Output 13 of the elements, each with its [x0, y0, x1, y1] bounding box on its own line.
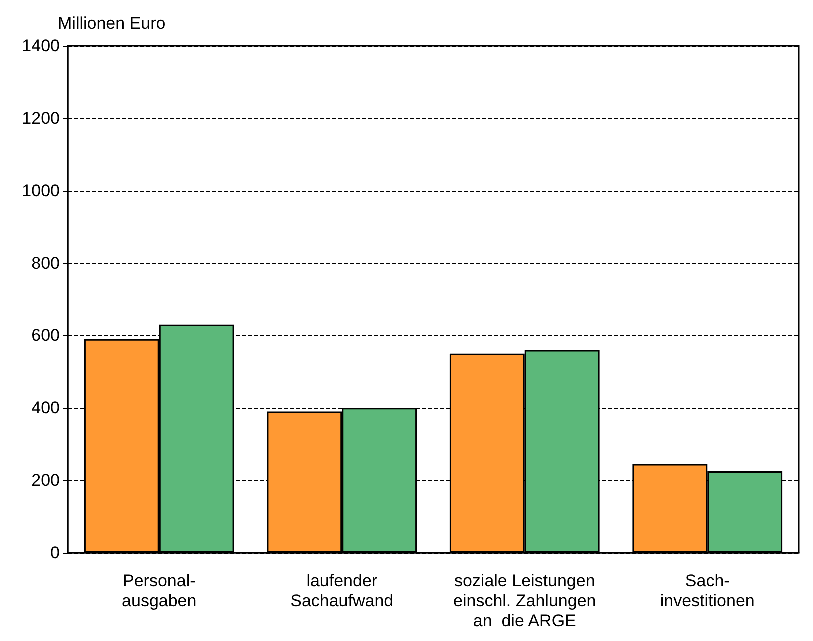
- y-tick-label: 0: [50, 544, 60, 562]
- y-tick-label: 1400: [22, 36, 60, 56]
- y-tick-label: 400: [32, 398, 60, 418]
- y-tick-label: 1200: [22, 108, 60, 128]
- x-tick-label: Sach- investitionen: [660, 572, 755, 610]
- y-tick-label: 200: [32, 471, 60, 490]
- x-tick-label: soziale Leistungen einschl. Zahlungen an die ARGE: [454, 572, 596, 630]
- x-tick-label: laufender Sachaufwand: [290, 572, 394, 610]
- y-tick-label: 1000: [22, 181, 60, 200]
- y-tick-label: 800: [32, 254, 60, 273]
- x-tick-label: Personal- ausgaben: [122, 572, 197, 610]
- y-tick-label: 600: [32, 326, 60, 346]
- y-axis-title: Millionen Euro: [58, 14, 166, 33]
